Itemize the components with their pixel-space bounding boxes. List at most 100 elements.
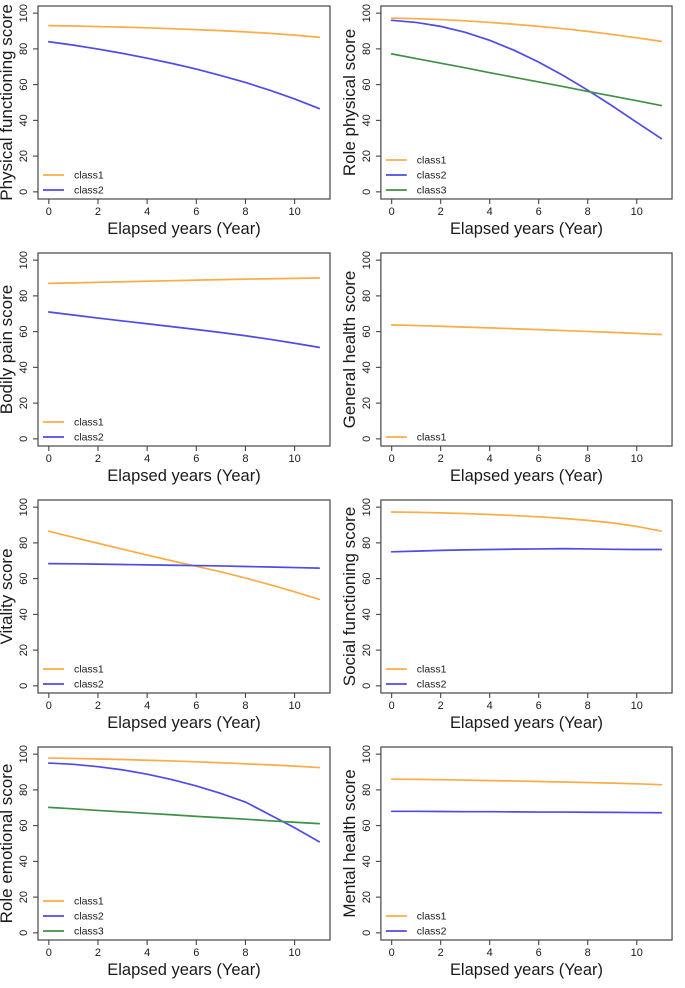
series-line-class1	[47, 757, 321, 769]
x-axis-title: Elapsed years (Year)	[450, 961, 603, 979]
y-axis-title: General health score	[343, 271, 359, 429]
y-axis-title: Vitality score	[0, 548, 16, 644]
panel-general-health-score: 0 2 4 6 8 10 0 20 40 60 80 100 class1 Elapsed years (…	[343, 247, 685, 494]
x-tick-label: 2	[438, 206, 444, 218]
x-tick-label: 4	[487, 206, 493, 218]
x-tick-label: 8	[242, 700, 248, 712]
y-tick-label: 40	[18, 855, 30, 867]
y-axis-title: Physical functioning score	[0, 4, 16, 201]
x-tick-label: 10	[288, 947, 300, 959]
legend-label-class1: class1	[74, 664, 104, 676]
x-tick-label: 0	[46, 206, 52, 218]
y-tick-label: 40	[18, 608, 30, 620]
plot-box	[37, 5, 331, 200]
x-tick-label: 2	[95, 947, 101, 959]
y-tick-label: 60	[18, 573, 30, 585]
x-tick-label: 8	[585, 700, 591, 712]
legend-label-class2: class2	[417, 679, 447, 690]
series-line-class1	[390, 511, 663, 532]
y-axis-title: Bodily pain score	[0, 285, 16, 414]
series-line-class2	[390, 19, 663, 140]
legend-label-class2: class2	[417, 926, 447, 937]
plot-box	[37, 746, 331, 941]
chart-role-emotional-score: 0 2 4 6 8 10020406080100class1class2class3Ela…	[0, 745, 331, 979]
x-axis-title: Elapsed years (Year)	[107, 961, 260, 979]
x-tick-label: 6	[536, 700, 542, 712]
legend-label-class1: class1	[74, 170, 104, 182]
x-tick-label: 6	[536, 947, 542, 959]
x-tick-label: 8	[242, 947, 248, 959]
x-tick-label: 4	[487, 453, 493, 465]
y-tick-label: 40	[361, 361, 373, 373]
y-axis-title: Mental health score	[343, 769, 359, 917]
y-tick-label: 0	[18, 683, 30, 689]
y-tick-label: 0	[361, 189, 373, 195]
legend-label-class1: class1	[417, 155, 447, 166]
y-tick-label: 100	[361, 745, 373, 763]
x-axis-title: Elapsed years (Year)	[107, 467, 260, 485]
y-tick-label: 0	[18, 436, 30, 442]
x-tick-label: 0	[389, 947, 395, 959]
y-tick-label: 0	[361, 436, 373, 442]
plot-box	[380, 499, 673, 694]
y-tick-label: 20	[361, 397, 373, 409]
x-tick-label: 0	[46, 700, 52, 712]
panel-role-emotional-score: 0 2 4 6 8 10 0 20 40 60 80 100 class1 class2 class3 Ela…	[0, 741, 343, 988]
y-tick-label: 100	[18, 745, 30, 763]
x-tick-label: 4	[487, 700, 493, 712]
plot-box	[380, 746, 673, 941]
x-tick-label: 6	[193, 453, 199, 465]
x-tick-label: 0	[389, 700, 395, 712]
x-tick-label: 8	[242, 453, 248, 465]
y-tick-label: 100	[361, 498, 373, 516]
series-line-class1	[47, 530, 321, 601]
y-tick-label: 40	[361, 855, 373, 867]
legend-label-class1: class1	[417, 664, 447, 675]
x-axis-title: Elapsed years (Year)	[450, 220, 603, 238]
y-tick-label: 20	[361, 150, 373, 162]
legend-label-class2: class2	[74, 911, 104, 923]
legend-label-class3: class3	[74, 926, 104, 938]
y-tick-label: 40	[361, 608, 373, 620]
x-axis-title: Elapsed years (Year)	[450, 467, 603, 485]
y-tick-label: 100	[361, 251, 373, 269]
x-tick-label: 6	[193, 700, 199, 712]
x-tick-label: 8	[585, 947, 591, 959]
series-line-class2	[47, 40, 321, 110]
y-tick-label: 60	[18, 820, 30, 832]
y-tick-label: 100	[18, 498, 30, 516]
x-tick-label: 2	[438, 453, 444, 465]
plot-box	[37, 252, 331, 447]
legend-label-class1: class1	[417, 432, 447, 443]
x-tick-label: 0	[389, 206, 395, 218]
y-axis-title: Role physical score	[343, 29, 359, 176]
legend-label-class1: class1	[417, 911, 447, 922]
x-tick-label: 4	[144, 947, 150, 959]
y-tick-label: 20	[361, 891, 373, 903]
y-tick-label: 20	[18, 150, 30, 162]
y-tick-label: 0	[18, 189, 30, 195]
y-tick-label: 60	[18, 326, 30, 338]
series-line-class1	[390, 323, 663, 336]
y-tick-label: 80	[18, 43, 30, 55]
y-tick-label: 100	[18, 251, 30, 269]
series-line-class2	[390, 810, 663, 814]
panel-bodily-pain-score: 0 2 4 6 8 10 0 20 40 60 80 100 class1 class2 Elapsed y…	[0, 247, 343, 494]
legend-label-class1: class1	[74, 417, 104, 429]
legend-label-class2: class2	[417, 170, 447, 181]
x-tick-label: 2	[438, 700, 444, 712]
x-tick-label: 10	[631, 700, 643, 712]
y-tick-label: 60	[361, 326, 373, 338]
legend-label-class2: class2	[74, 679, 104, 691]
series-line-class1	[390, 17, 663, 43]
y-tick-label: 0	[18, 930, 30, 936]
y-tick-label: 0	[361, 683, 373, 689]
panel-mental-health-score: 0 2 4 6 8 10 0 20 40 60 80 100 class1 class2 Elapsed y…	[343, 741, 685, 988]
y-tick-label: 80	[18, 290, 30, 302]
y-axis-title: Role emotional score	[0, 764, 16, 924]
x-tick-label: 10	[288, 700, 300, 712]
